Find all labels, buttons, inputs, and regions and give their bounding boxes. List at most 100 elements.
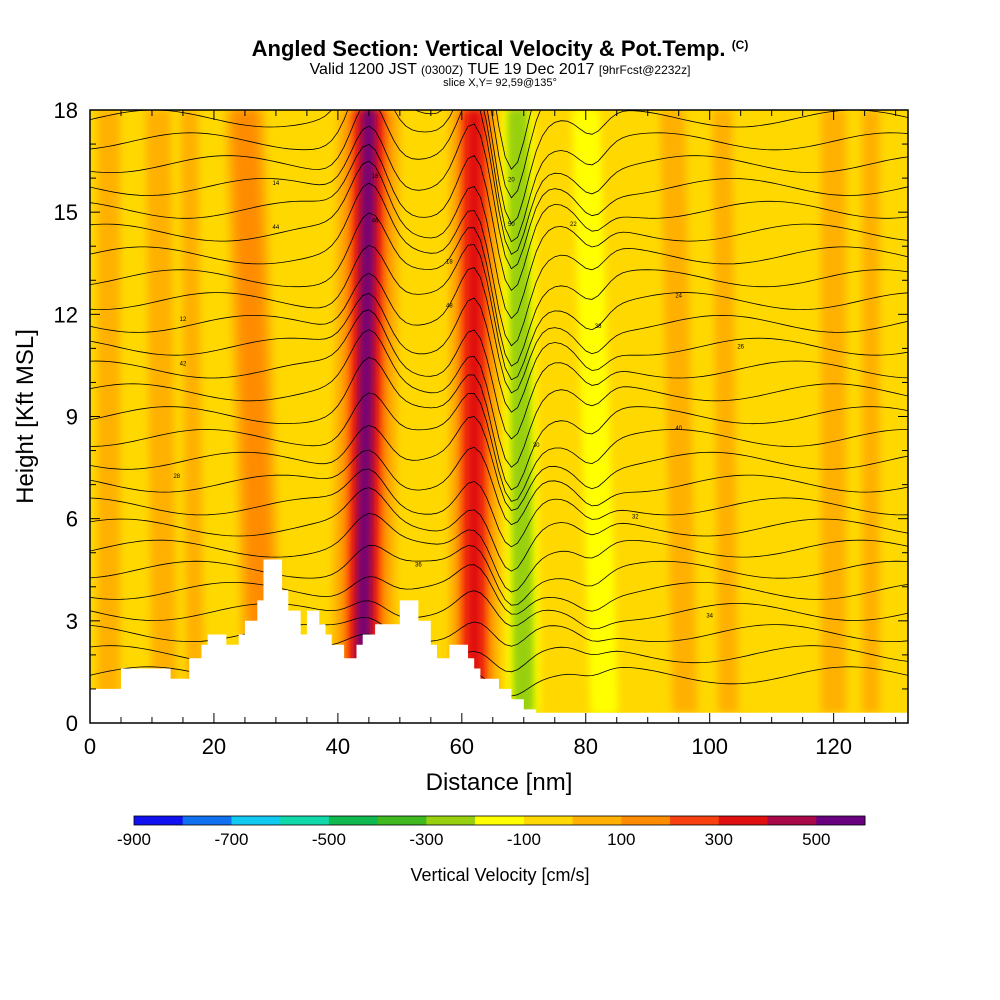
theta-contour-10 bbox=[90, 513, 908, 593]
weak-updraft-0 bbox=[97, 110, 120, 713]
theta-contour-12 bbox=[90, 487, 908, 572]
weak-updraft-1 bbox=[145, 110, 177, 713]
contour-label-30: 30 bbox=[533, 443, 540, 449]
contour-label-24: 24 bbox=[675, 293, 682, 299]
forecast-info: [9hrFcst@2232z] bbox=[598, 63, 691, 77]
theta-contour-26 bbox=[90, 309, 908, 440]
colorbar-segment--100 bbox=[523, 816, 574, 825]
theta-contours: 12 14 16 18 20 22 24 26 28 30 32 34 36 38 40 42 44 46 48 50 bbox=[90, 110, 908, 697]
theta-contour-22 bbox=[90, 357, 908, 491]
chart-title-text: Angled Section: Vertical Velocity & Pot.… bbox=[251, 36, 726, 61]
updraft-0-level-5 bbox=[358, 110, 374, 713]
contour-label-12: 12 bbox=[180, 317, 187, 323]
weak-updraft-2 bbox=[180, 110, 204, 713]
contour-label-42: 42 bbox=[180, 361, 187, 367]
contour-label-40: 40 bbox=[675, 426, 682, 432]
contour-label-38: 38 bbox=[595, 324, 602, 330]
x-tick-label-60: 60 bbox=[450, 734, 474, 759]
x-tick-label-40: 40 bbox=[326, 734, 350, 759]
x-tick-label-20: 20 bbox=[202, 734, 226, 759]
colorbar-label--500: -500 bbox=[312, 830, 346, 849]
colorbar-label--900: -900 bbox=[117, 830, 151, 849]
colorbar-segment-100 bbox=[621, 816, 671, 825]
colorbar-segment-200 bbox=[670, 816, 720, 825]
theta-contour-46 bbox=[90, 110, 908, 243]
theta-contour-36 bbox=[90, 182, 908, 347]
colorbar-segment-0 bbox=[572, 816, 622, 825]
x-axis-title: Distance [nm] bbox=[426, 769, 573, 796]
theta-contour-30 bbox=[90, 267, 908, 394]
valid-time: Valid 1200 JST bbox=[309, 61, 417, 78]
theta-contour-28 bbox=[90, 292, 908, 413]
colorbar-segment--600 bbox=[280, 816, 330, 825]
contour-label-14: 14 bbox=[273, 181, 280, 187]
y-tick-label-3: 3 bbox=[66, 609, 78, 634]
theta-contour-44 bbox=[90, 110, 908, 255]
theta-contour-52 bbox=[495, 110, 532, 170]
colorbar-segment--800 bbox=[182, 816, 232, 825]
theta-contour-24 bbox=[90, 329, 908, 468]
contour-label-32: 32 bbox=[632, 515, 639, 521]
weak-updraft-4 bbox=[712, 110, 739, 713]
chart-title-suffix: (C) bbox=[731, 38, 749, 52]
y-axis-title: Height [Kft MSL] bbox=[12, 329, 39, 504]
colorbar-segment--500 bbox=[328, 816, 379, 825]
contour-label-26: 26 bbox=[737, 344, 744, 350]
y-tick-label-9: 9 bbox=[66, 405, 78, 430]
theta-contour-42 bbox=[90, 123, 908, 270]
colorbar-label--700: -700 bbox=[214, 830, 248, 849]
x-tick-label-100: 100 bbox=[691, 734, 728, 759]
contour-label-20: 20 bbox=[508, 178, 515, 184]
x-tick-label-0: 0 bbox=[84, 734, 96, 759]
y-tick-label-15: 15 bbox=[54, 200, 78, 225]
chart-title: Angled Section: Vertical Velocity & Pot.… bbox=[0, 36, 1000, 62]
weak-updraft-5 bbox=[821, 110, 846, 713]
theta-contour-38 bbox=[90, 160, 908, 320]
theta-contour-8 bbox=[90, 544, 908, 606]
colorbar-segment--200 bbox=[475, 816, 525, 825]
theta-contour-6 bbox=[90, 564, 908, 615]
colorbar-segment--900 bbox=[134, 816, 184, 825]
theta-contour-40 bbox=[90, 144, 908, 292]
weak-updraft-6 bbox=[862, 110, 880, 713]
contour-label-18: 18 bbox=[446, 259, 453, 265]
downdraft-0-level-2 bbox=[512, 110, 530, 713]
colorbar-label-100: 100 bbox=[607, 830, 635, 849]
contour-label-28: 28 bbox=[173, 474, 180, 480]
theta-contour-34 bbox=[90, 212, 908, 367]
contour-label-44: 44 bbox=[273, 225, 280, 231]
colorbar-segment--300 bbox=[426, 816, 476, 825]
y-tick-label-18: 18 bbox=[54, 98, 78, 123]
colorbar: -900 -700 -500 -300 -100 100 300 500 Vertical Ve… bbox=[117, 815, 866, 885]
slice-info: slice X,Y= 92,59@135° bbox=[443, 77, 557, 89]
contour-label-34: 34 bbox=[706, 613, 713, 619]
colorbar-segment-400 bbox=[767, 816, 817, 825]
x-tick-label-120: 120 bbox=[815, 734, 852, 759]
contour-label-22: 22 bbox=[570, 222, 577, 228]
contour-label-48: 48 bbox=[446, 304, 453, 310]
contour-label-46: 46 bbox=[372, 218, 379, 224]
theta-contour-14 bbox=[90, 468, 908, 548]
colorbar-label-300: 300 bbox=[705, 830, 733, 849]
colorbar-segment-500 bbox=[816, 816, 866, 825]
updraft-1-level-3 bbox=[466, 110, 482, 713]
downdraft-1-level-1 bbox=[578, 110, 612, 713]
theta-contour-50 bbox=[490, 110, 541, 199]
theta-contour-18 bbox=[90, 416, 908, 511]
colorbar-segment-300 bbox=[718, 816, 768, 825]
colorbar-title: Vertical Velocity [cm/s] bbox=[410, 865, 589, 885]
y-tick-label-12: 12 bbox=[54, 302, 78, 327]
colorbar-segment--700 bbox=[231, 816, 281, 825]
y-tick-label-6: 6 bbox=[66, 507, 78, 532]
colorbar-frame bbox=[133, 815, 866, 826]
colorbar-segment--400 bbox=[377, 816, 427, 825]
colorbar-label-500: 500 bbox=[802, 830, 830, 849]
utc-time: (0300Z) bbox=[421, 63, 464, 77]
terrain-fill bbox=[90, 559, 908, 723]
colorbar-label--300: -300 bbox=[409, 830, 443, 849]
terrain bbox=[90, 559, 908, 723]
y-tick-label-0: 0 bbox=[66, 711, 78, 736]
contour-label-50: 50 bbox=[508, 222, 515, 228]
